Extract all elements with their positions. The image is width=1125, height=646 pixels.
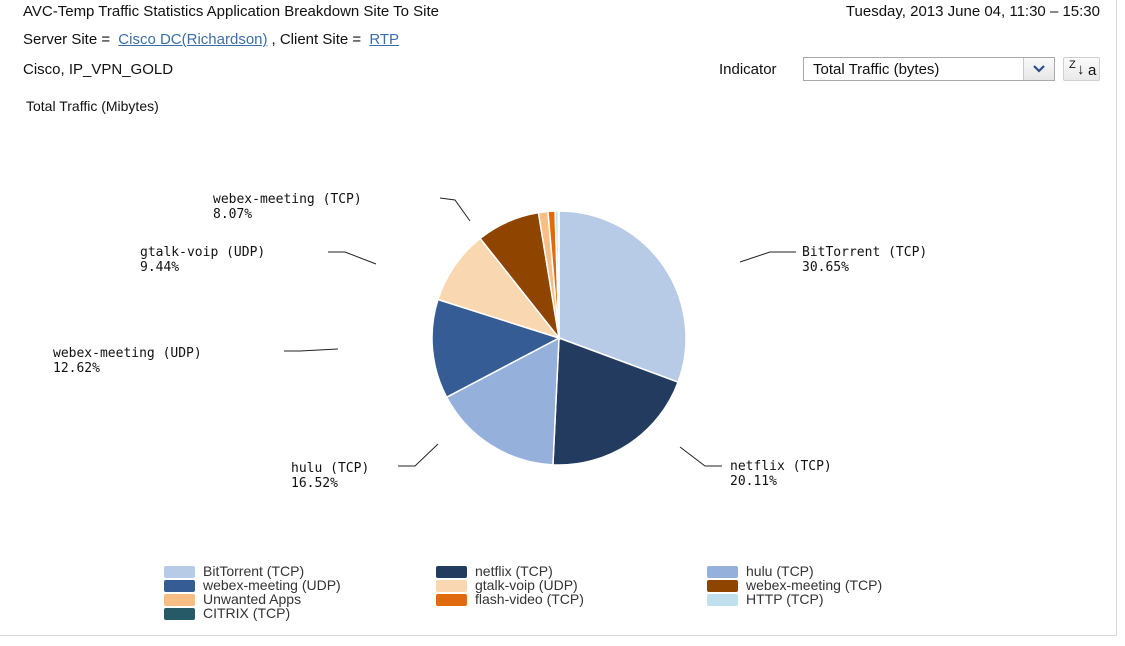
slice-label-webex-meeting-tcp: webex-meeting (TCP): [213, 192, 362, 207]
chart-legend: BitTorrent (TCP) netflix (TCP) hulu (TCP) w…: [164, 563, 964, 625]
slice-percent-bittorrent-tcp: 30.65%: [802, 260, 849, 275]
legend-swatch: [436, 566, 467, 578]
pie-slice-gtalk-voip-udp[interactable]: [437, 237, 562, 340]
pie-slice-netflix-tcp[interactable]: [552, 336, 680, 466]
legend-label: BitTorrent (TCP): [203, 563, 305, 579]
site-filter-row: Server Site = Cisco DC(Richardson), Clie…: [23, 31, 403, 48]
chart-title: Total Traffic (Mibytes): [26, 98, 159, 114]
legend-swatch: [436, 580, 467, 592]
pie-slice-hulu-tcp[interactable]: [445, 336, 560, 466]
slice-label-netflix-tcp: netflix (TCP): [730, 459, 832, 474]
legend-swatch: [707, 566, 738, 578]
indicator-select[interactable]: Total Traffic (bytes): [803, 57, 1055, 81]
pie-slice-citrix-tcp[interactable]: [557, 210, 560, 339]
slice-percent-webex-meeting-udp: 12.62%: [53, 361, 100, 376]
slice-percent-netflix-tcp: 20.11%: [730, 474, 777, 489]
page-title: AVC-Temp Traffic Statistics Application …: [23, 3, 440, 20]
slice-label-hulu-tcp: hulu (TCP): [291, 461, 369, 476]
indicator-select-value: Total Traffic (bytes): [813, 61, 940, 78]
legend-label: hulu (TCP): [746, 563, 814, 579]
legend-label: webex-meeting (TCP): [746, 577, 883, 593]
legend-label: CITRIX (TCP): [203, 605, 291, 621]
slice-label-gtalk-voip-udp: gtalk-voip (UDP): [140, 245, 265, 260]
leader-line-hulu-tcp: [398, 443, 439, 467]
pie-slice-bittorrent-tcp[interactable]: [558, 210, 687, 384]
legend-swatch: [164, 580, 195, 592]
chevron-down-icon: [1033, 65, 1045, 73]
legend-label: Unwanted Apps: [203, 591, 302, 607]
legend-swatch: [436, 594, 467, 606]
sort-z-to-a-button[interactable]: Z ↓ a: [1063, 57, 1100, 81]
slice-percent-gtalk-voip-udp: 9.44%: [140, 260, 179, 275]
indicator-label: Indicator: [719, 61, 777, 78]
legend-swatch: [164, 594, 195, 606]
leader-line-netflix-tcp: [679, 446, 722, 467]
leader-line-webex-meeting-tcp: [439, 197, 471, 222]
client-site-link[interactable]: RTP: [369, 31, 400, 48]
slice-percent-webex-meeting-tcp: 8.07%: [213, 207, 252, 222]
slice-label-bittorrent-tcp: BitTorrent (TCP): [802, 245, 927, 260]
legend-label: gtalk-voip (UDP): [475, 577, 578, 593]
slice-percent-hulu-tcp: 16.52%: [291, 476, 338, 491]
server-site-link[interactable]: Cisco DC(Richardson): [118, 31, 268, 48]
legend-label: webex-meeting (UDP): [203, 577, 341, 593]
legend-label: netflix (TCP): [475, 563, 553, 579]
client-site-label: , Client Site =: [271, 31, 362, 48]
slice-label-webex-meeting-udp: webex-meeting (UDP): [53, 346, 202, 361]
leader-line-webex-meeting-udp: [284, 348, 339, 352]
server-site-label: Server Site =: [23, 31, 111, 48]
legend-swatch: [164, 608, 195, 620]
legend-swatch: [707, 594, 738, 606]
chart-panel: [0, 0, 1117, 636]
report-datetime: Tuesday, 2013 June 04, 11:30 – 15:30: [845, 3, 1100, 20]
leader-line-bittorrent-tcp: [739, 251, 796, 263]
qos-class: Cisco, IP_VPN_GOLD: [23, 61, 174, 78]
legend-swatch: [164, 566, 195, 578]
legend-swatch: [707, 580, 738, 592]
indicator-dropdown-button[interactable]: [1023, 58, 1054, 80]
legend-label: HTTP (TCP): [746, 591, 824, 607]
pie-chart: BitTorrent (TCP)30.65% netflix (TCP)20.11…: [53, 192, 927, 491]
leader-line-gtalk-voip-udp: [328, 251, 377, 265]
pie-slice-webex-meeting-udp[interactable]: [431, 298, 561, 399]
legend-label: flash-video (TCP): [475, 591, 584, 607]
